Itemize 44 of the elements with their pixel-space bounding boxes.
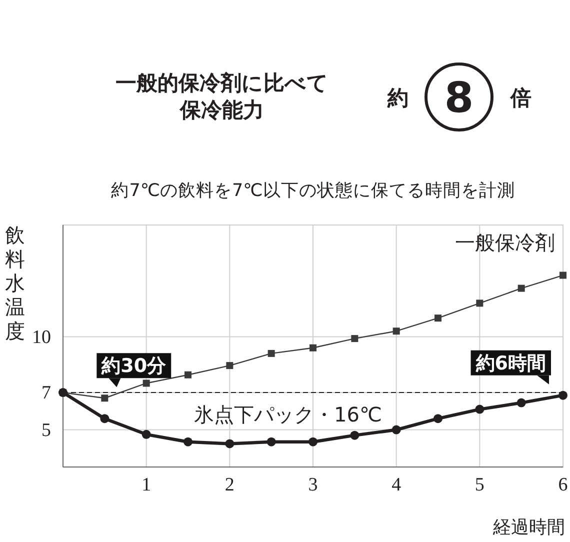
x-tick-label: 1	[142, 474, 152, 496]
x-tick-label: 3	[308, 474, 318, 496]
annotation: 約30分	[100, 355, 168, 378]
annotation: 約6時間	[474, 352, 546, 374]
point	[434, 414, 442, 424]
point	[184, 437, 192, 446]
text: 約	[386, 86, 408, 110]
x-tick-label: 6	[558, 474, 568, 496]
point	[475, 404, 484, 414]
text: 8	[444, 73, 474, 122]
point	[268, 350, 275, 357]
point	[184, 371, 192, 378]
series-label: 氷点下パック・16℃	[194, 402, 382, 427]
point	[142, 430, 151, 439]
point	[476, 300, 484, 307]
chart-subtitle: 約7℃の飲料を7℃以下の状態に保てる時間を計測	[111, 180, 515, 201]
point	[142, 380, 150, 387]
chart-title: 一般的保冷剤に比べて保冷能力	[116, 71, 328, 122]
text: 倍	[510, 86, 532, 110]
y-axis-title: 飲料水温度	[5, 223, 25, 343]
series-label: 一般保冷剤	[455, 230, 555, 254]
point	[392, 328, 400, 335]
x-tick-label: 5	[474, 474, 484, 496]
x-tick-label: 2	[224, 474, 234, 496]
x-axis-title: 経過時間	[492, 517, 565, 538]
y-tick-label: 5	[42, 420, 51, 441]
point	[266, 437, 276, 446]
point	[516, 398, 526, 408]
point	[308, 437, 318, 446]
point	[310, 344, 316, 352]
point	[350, 430, 360, 440]
point	[560, 272, 566, 279]
x-tick-label: 4	[392, 474, 402, 496]
point	[434, 314, 442, 322]
point	[392, 425, 401, 434]
point	[226, 362, 234, 370]
point	[351, 335, 358, 342]
y-tick-label: 7	[42, 382, 51, 404]
y-tick-label: 10	[32, 326, 51, 348]
point	[100, 414, 110, 424]
point	[518, 284, 525, 292]
point	[558, 390, 568, 400]
point	[101, 394, 108, 402]
point	[225, 439, 234, 448]
